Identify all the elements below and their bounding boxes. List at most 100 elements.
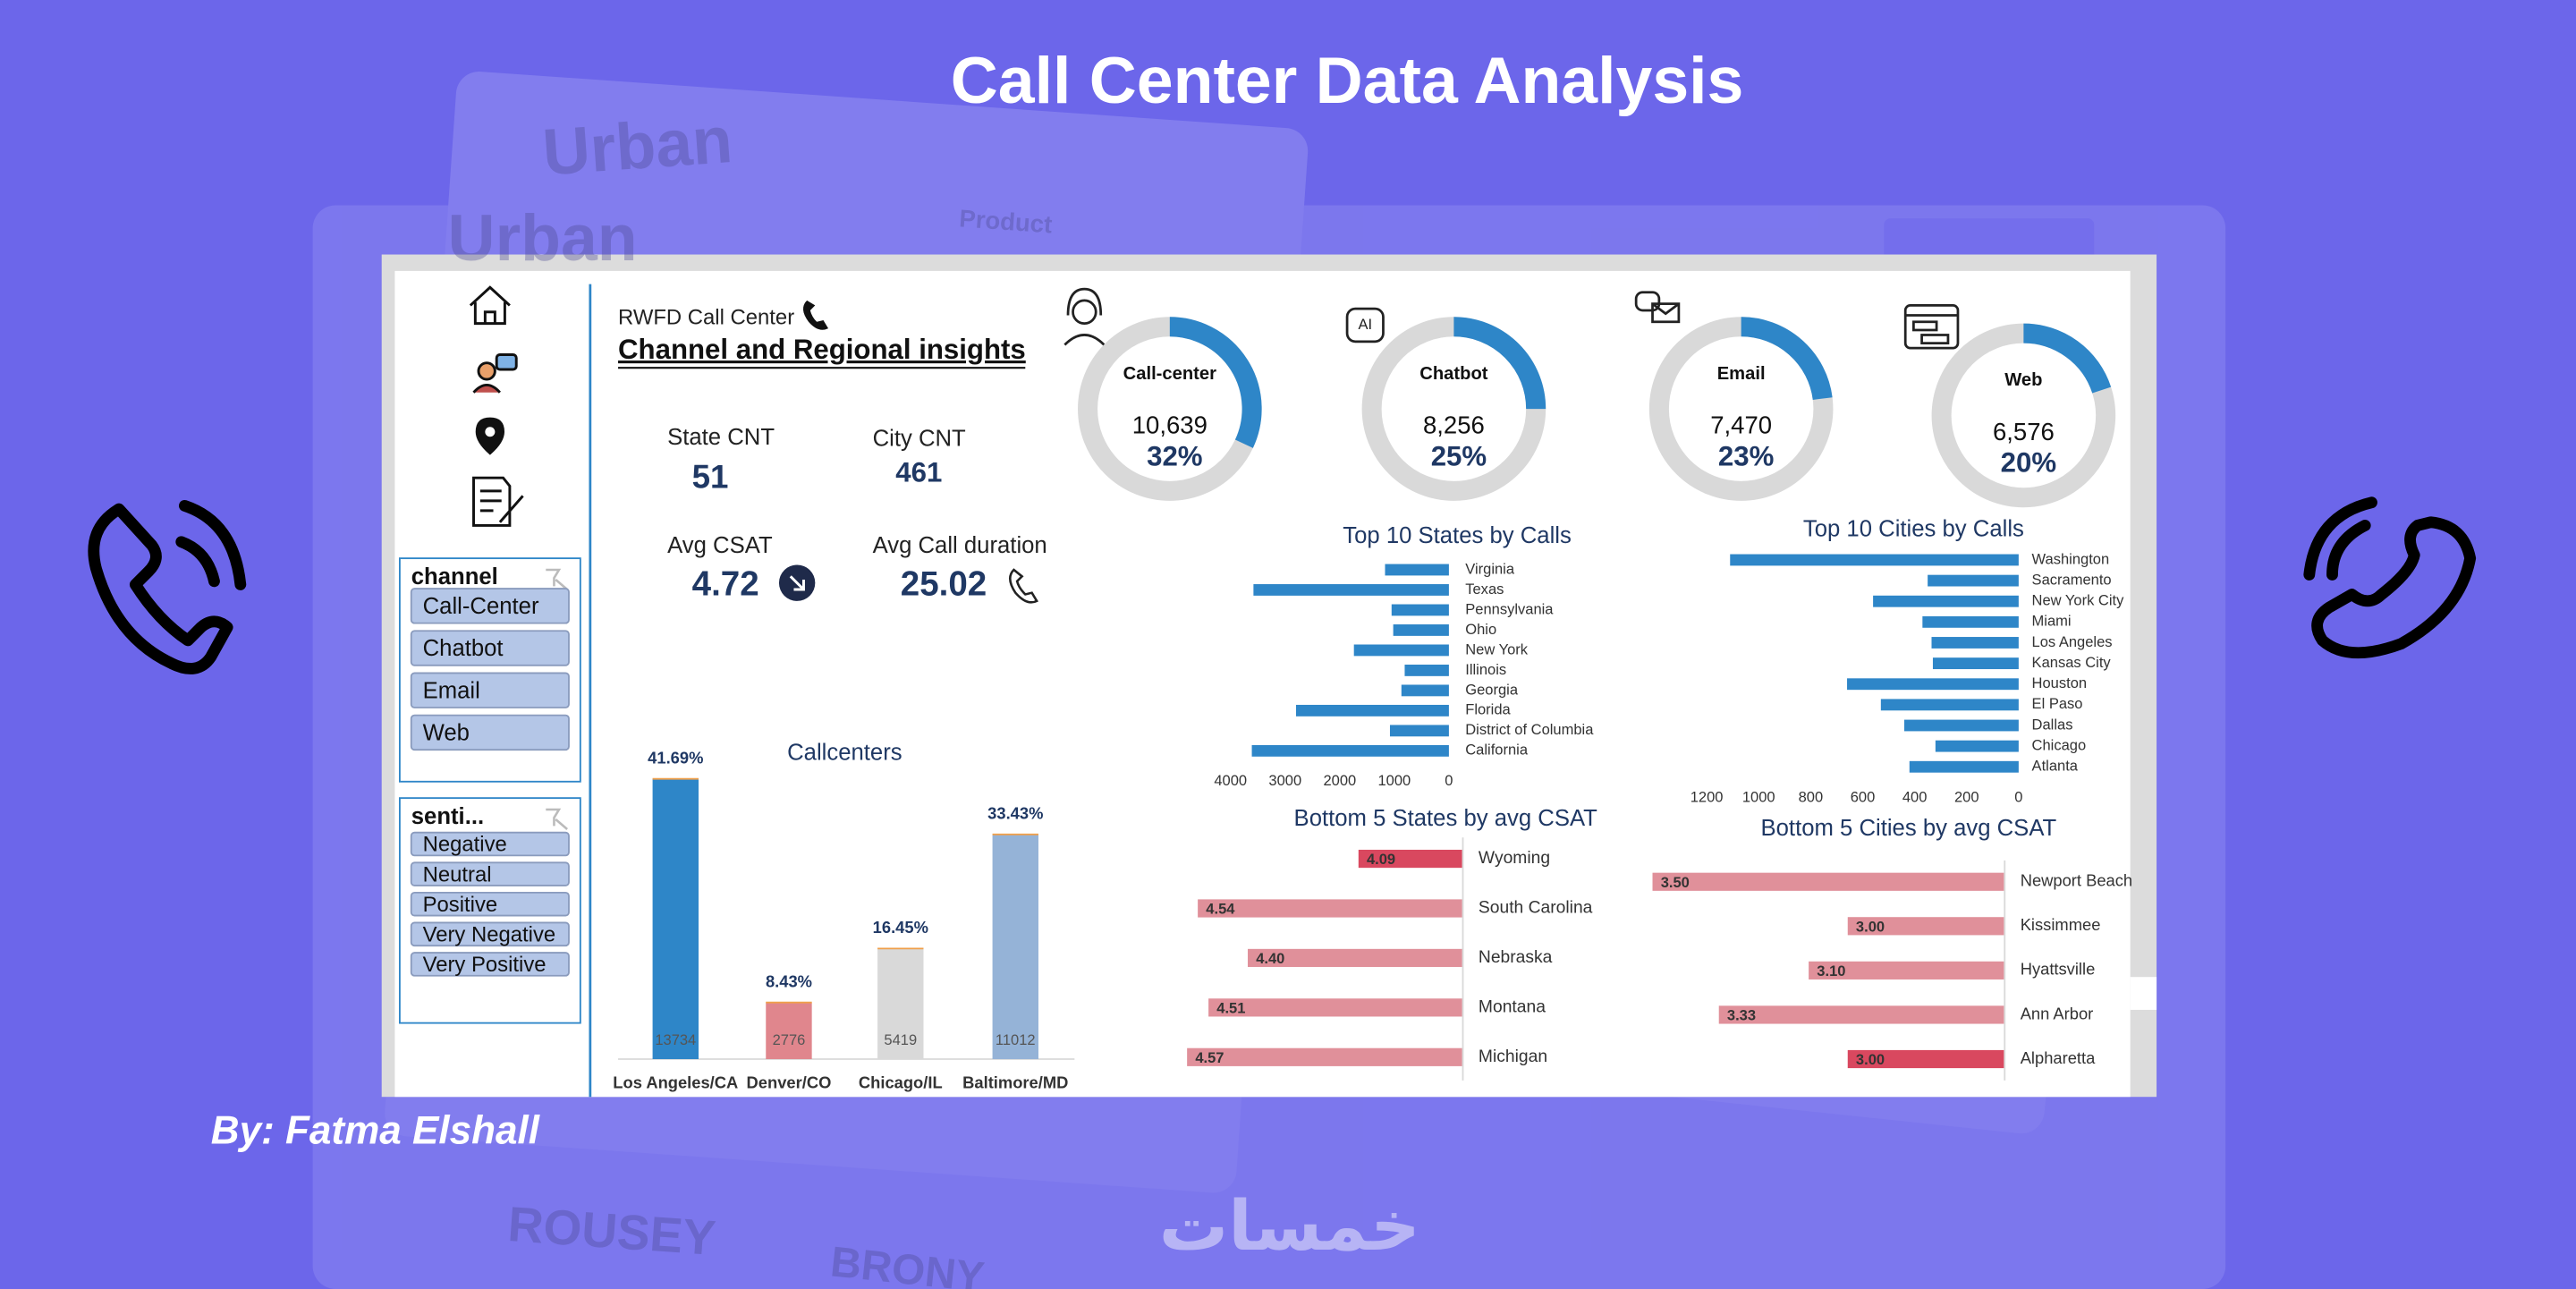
y-tick-label: Hyattsville [2021,960,2096,979]
bar-share-label: 8.43% [766,971,812,990]
chart-title: Bottom 5 Cities by avg CSAT [1761,816,2057,841]
slicer-item[interactable] [410,952,570,977]
slicer-item-label[interactable]: Chatbot [423,636,504,661]
slicer-item-label[interactable]: Web [423,721,470,746]
bar [992,834,1038,1060]
y-tick-label: Montana [1479,997,1546,1016]
call-duration-icon [1009,568,1038,604]
background-text: Product [958,204,1053,238]
kpi-label: State CNT [667,425,775,450]
slicer-item-label[interactable]: Neutral [423,862,492,886]
y-tick-label: Michigan [1479,1047,1547,1066]
bar-share-label: 33.43% [987,804,1043,823]
phone-small-icon [802,300,829,330]
chart-title: Callcenters [787,740,902,765]
bar [1248,948,1462,968]
bar [1935,740,2019,752]
y-tick-label: New York City [2032,592,2125,609]
slicer-item-label[interactable]: Call-Center [423,594,539,619]
slicer-item[interactable] [410,672,570,708]
y-tick-label: Wyoming [1479,849,1550,868]
phone-wave [175,536,220,588]
y-tick-label: South Carolina [1479,899,1593,918]
bar [1385,564,1449,576]
bar [1358,849,1462,869]
x-tick-label: Baltimore/MD [962,1073,1068,1091]
x-tick-label: 600 [1851,788,1876,805]
slicer-item[interactable] [410,891,570,917]
bar-value-label: 3.50 [1661,874,1690,891]
bar [1198,899,1462,918]
x-tick-label: 4000 [1214,772,1247,789]
page-title: Call Center Data Analysis [951,44,1744,117]
y-tick-label: Virginia [1465,560,1515,577]
donut-percent: 20% [2001,447,2056,479]
bar-value-label: 4.09 [1367,851,1395,868]
donut-count: 10,639 [1132,411,1208,439]
y-tick-label: Georgia [1465,681,1519,698]
slicer-item[interactable] [410,921,570,947]
y-tick-label: Ann Arbor [2021,1004,2094,1022]
y-tick-label: Dallas [2032,716,2073,733]
web-icon [1903,304,1960,350]
slicer-item[interactable] [410,714,570,751]
kpi-value: 25.02 [901,565,987,604]
bar [1353,644,1449,657]
x-tick-label: 800 [1799,788,1824,805]
donut-title: Web [2004,370,2042,390]
x-tick-label: 1000 [1742,788,1775,805]
y-tick-label: Florida [1465,701,1511,718]
dashboard-patch [2130,977,2157,1010]
donut-arc [1453,317,1546,410]
bar-value-label: 4.51 [1216,1000,1245,1017]
kpi-value: 461 [895,457,942,488]
donut-title: Call-center [1123,364,1216,384]
bar [1873,595,2019,607]
slicer-item[interactable] [410,831,570,857]
bar [1903,719,2019,732]
x-tick-label: 400 [1902,788,1928,805]
slicer-item[interactable] [410,861,570,886]
people-icon[interactable] [472,353,518,394]
y-tick-label: Kansas City [2032,654,2112,671]
bar-share-label: 41.69% [648,748,703,767]
bar [1922,615,2019,628]
document-icon[interactable] [472,476,524,527]
slicer-item[interactable] [410,630,570,666]
company-name: RWFD Call Center [618,305,794,329]
y-tick-label: Texas [1465,581,1504,598]
y-tick-label: Los Angeles [2032,633,2113,650]
trend-arrow [789,575,805,591]
kpi-value: 51 [692,459,729,496]
ai-glyph: AI [1358,316,1372,333]
home-icon[interactable] [469,285,511,326]
ai-icon: AI [1345,307,1385,343]
bar [1847,678,2019,691]
bar [1718,1005,2004,1024]
bar [1208,998,1462,1017]
y-tick-label: New York [1465,640,1529,657]
bar [1730,554,2019,566]
donut-percent: 25% [1431,440,1487,471]
bar [1401,684,1449,697]
slicer-item-label[interactable]: Very Negative [423,922,556,946]
phone-wave [179,499,247,590]
phone-outline [88,503,233,674]
x-tick-label: 0 [2014,788,2022,805]
bar [1251,744,1449,757]
slicer-title: senti... [411,804,484,829]
slicer-item-label[interactable]: Very Positive [423,953,547,977]
slicer-item-label[interactable]: Positive [423,893,498,917]
slicer-clear-icon[interactable] [546,808,568,830]
y-tick-label: Pennsylvania [1465,600,1554,617]
y-tick-label: Houston [2032,674,2088,691]
slicer-item-label[interactable]: Email [423,678,480,703]
bar [652,778,699,1060]
dashboard-heading: Channel and Regional insights [618,334,1026,365]
bar-value-label: 4.40 [1256,950,1284,967]
slicer-item[interactable] [410,588,570,624]
phone-wave [2303,496,2377,581]
bar [1909,760,2019,773]
slicer-item-label[interactable]: Negative [423,833,507,857]
